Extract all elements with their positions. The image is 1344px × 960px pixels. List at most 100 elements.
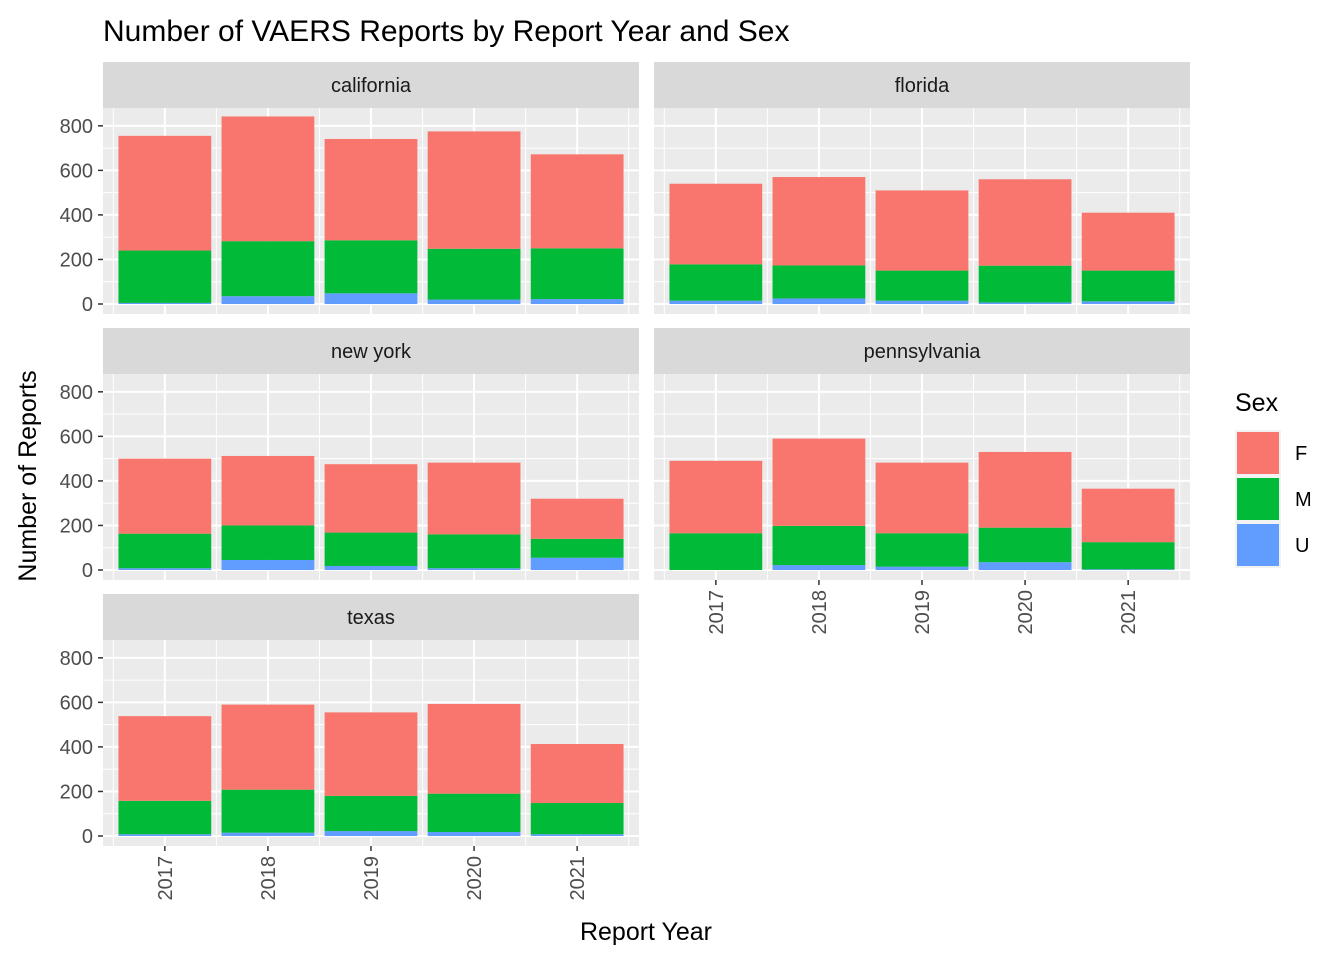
strip-label: texas xyxy=(347,607,395,629)
strip-texas xyxy=(103,594,639,640)
y-tick-label: 200 xyxy=(60,249,93,271)
bar-texas-2019-F xyxy=(324,712,418,796)
bar-florida-2018-M xyxy=(772,265,866,299)
bar-new-york-2018-U xyxy=(221,559,315,570)
facet-panels: california 0 200 400 600 800 florida new york 0 2… xyxy=(60,62,1190,901)
panel-new-york: new york 0 200 400 600 800 xyxy=(60,328,639,582)
x-axis-title: Report Year xyxy=(580,918,712,946)
bar-texas-2020-F xyxy=(427,703,521,794)
bar-florida-2019-F xyxy=(875,190,969,271)
bar-texas-2020-U xyxy=(427,831,521,836)
bar-pennsylvania-2019-M xyxy=(875,533,969,567)
bar-california-2017-F xyxy=(118,135,212,251)
bar-pennsylvania-2017-F xyxy=(669,460,763,534)
strip-pennsylvania xyxy=(654,328,1190,374)
bar-texas-2018-U xyxy=(221,832,315,836)
bar-new-york-2019-M xyxy=(324,532,418,566)
strip-label: california xyxy=(331,75,412,97)
bar-california-2019-F xyxy=(324,138,418,241)
bar-florida-2017-F xyxy=(669,183,763,265)
legend-swatch-U xyxy=(1237,524,1279,566)
panel-florida: florida xyxy=(654,62,1190,314)
y-tick-label: 800 xyxy=(60,648,93,670)
bar-california-2018-M xyxy=(221,241,315,297)
x-tick-label: 2017 xyxy=(706,590,728,635)
x-tick-label: 2020 xyxy=(1015,590,1037,635)
panel-california: california 0 200 400 600 800 xyxy=(60,62,639,316)
bar-florida-2021-F xyxy=(1081,212,1175,271)
bar-new-york-2017-M xyxy=(118,533,212,569)
strip-label: florida xyxy=(895,75,950,97)
x-tick-label: 2019 xyxy=(361,856,383,901)
bar-california-2019-U xyxy=(324,293,418,304)
bar-new-york-2017-F xyxy=(118,458,212,534)
bar-california-2020-U xyxy=(427,299,521,304)
bar-florida-2019-M xyxy=(875,270,969,301)
chart-title: Number of VAERS Reports by Report Year a… xyxy=(103,15,789,48)
y-tick-label: 200 xyxy=(60,515,93,537)
bar-florida-2018-F xyxy=(772,177,866,266)
bar-pennsylvania-2021-U xyxy=(1081,569,1175,570)
bar-new-york-2020-U xyxy=(427,568,521,570)
bar-california-2021-F xyxy=(530,154,624,249)
bar-pennsylvania-2020-M xyxy=(978,527,1072,563)
y-tick-label: 0 xyxy=(82,826,93,848)
y-tick-label: 400 xyxy=(60,737,93,759)
bar-new-york-2021-F xyxy=(530,498,624,539)
bar-texas-2021-U xyxy=(530,834,624,836)
bar-florida-2017-M xyxy=(669,264,763,301)
y-tick-label: 800 xyxy=(60,116,93,138)
strip-label: new york xyxy=(331,341,412,363)
bar-florida-2021-M xyxy=(1081,270,1175,302)
bar-florida-2020-F xyxy=(978,179,1072,266)
y-axis-title: Number of Reports xyxy=(14,370,42,581)
bar-texas-2017-M xyxy=(118,800,212,835)
bar-pennsylvania-2018-U xyxy=(772,565,866,570)
bar-texas-2018-F xyxy=(221,704,315,790)
bar-texas-2017-F xyxy=(118,716,212,801)
y-tick-label: 800 xyxy=(60,382,93,404)
y-tick-label: 600 xyxy=(60,426,93,448)
bar-texas-2021-F xyxy=(530,744,624,804)
x-tick-label: 2021 xyxy=(1118,590,1140,635)
panel-texas: texas 0 200 400 600 800 2017 2018 2019 2020 2021 xyxy=(60,594,639,901)
x-tick-label: 2017 xyxy=(155,856,177,901)
x-tick-label: 2018 xyxy=(809,590,831,635)
bar-pennsylvania-2020-U xyxy=(978,562,1072,570)
bar-california-2017-U xyxy=(118,302,212,304)
legend-swatch-F xyxy=(1237,432,1279,474)
strip-new-york xyxy=(103,328,639,374)
y-tick-label: 200 xyxy=(60,781,93,803)
bar-pennsylvania-2020-F xyxy=(978,451,1072,528)
bar-new-york-2020-F xyxy=(427,462,521,535)
bar-new-york-2020-M xyxy=(427,534,521,569)
legend-title: Sex xyxy=(1235,389,1279,417)
bar-pennsylvania-2021-F xyxy=(1081,488,1175,543)
bar-florida-2018-U xyxy=(772,298,866,304)
x-tick-label: 2018 xyxy=(258,856,280,901)
y-tick-label: 600 xyxy=(60,160,93,182)
y-tick-label: 400 xyxy=(60,205,93,227)
x-tick-label: 2020 xyxy=(464,856,486,901)
y-tick-label: 0 xyxy=(82,294,93,316)
bar-pennsylvania-2021-M xyxy=(1081,542,1175,570)
strip-label: pennsylvania xyxy=(864,341,982,363)
bar-california-2021-U xyxy=(530,299,624,304)
strip-california xyxy=(103,62,639,108)
bar-new-york-2019-F xyxy=(324,464,418,533)
bar-florida-2020-M xyxy=(978,265,1072,303)
bar-california-2020-F xyxy=(427,131,521,249)
legend: Sex F M U xyxy=(1235,389,1312,568)
strip-florida xyxy=(654,62,1190,108)
y-tick-label: 400 xyxy=(60,471,93,493)
bar-florida-2017-U xyxy=(669,300,763,304)
bar-california-2019-M xyxy=(324,240,418,294)
bar-pennsylvania-2018-M xyxy=(772,525,866,566)
legend-label-U: U xyxy=(1295,535,1309,557)
legend-label-M: M xyxy=(1295,489,1312,511)
y-tick-label: 0 xyxy=(82,560,93,582)
bar-texas-2020-M xyxy=(427,793,521,832)
bar-new-york-2017-U xyxy=(118,568,212,570)
x-tick-label: 2021 xyxy=(567,856,589,901)
bar-texas-2018-M xyxy=(221,789,315,833)
